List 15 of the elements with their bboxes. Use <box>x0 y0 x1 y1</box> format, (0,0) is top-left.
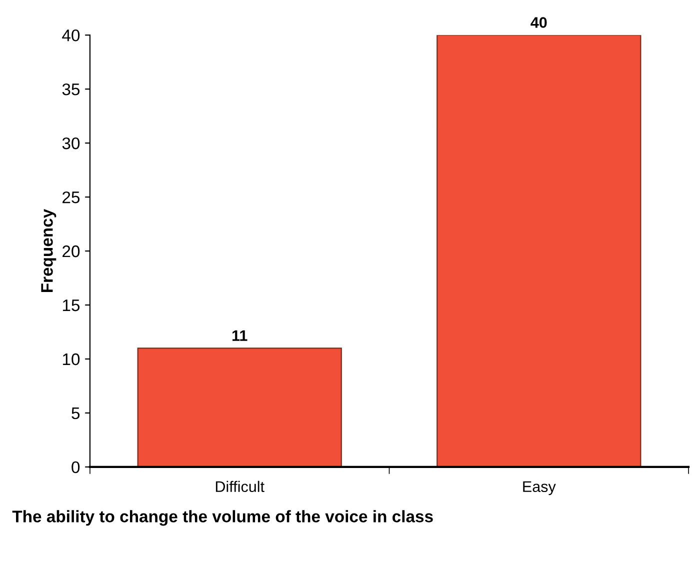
x-tick-label: Easy <box>523 481 556 496</box>
x-tick-label: Difficult <box>216 480 264 492</box>
y-tick-label: 10 <box>62 353 80 366</box>
y-tick-label: 30 <box>62 137 80 150</box>
data-label: 11 <box>232 330 248 341</box>
y-tick-label: 35 <box>62 83 80 96</box>
y-tick-label: 5 <box>72 408 80 420</box>
y-tick-label: 40 <box>62 29 80 42</box>
y-tick-label: 0 <box>72 461 80 474</box>
y-tick-label: 20 <box>62 245 80 258</box>
y-tick-label: 25 <box>62 191 80 204</box>
data-label: 40 <box>530 17 547 28</box>
y-tick-label: 15 <box>62 300 80 312</box>
y-axis-title: Frequency <box>41 208 56 292</box>
x-axis-title: The ability to change the volume of the voice in class <box>12 510 433 526</box>
